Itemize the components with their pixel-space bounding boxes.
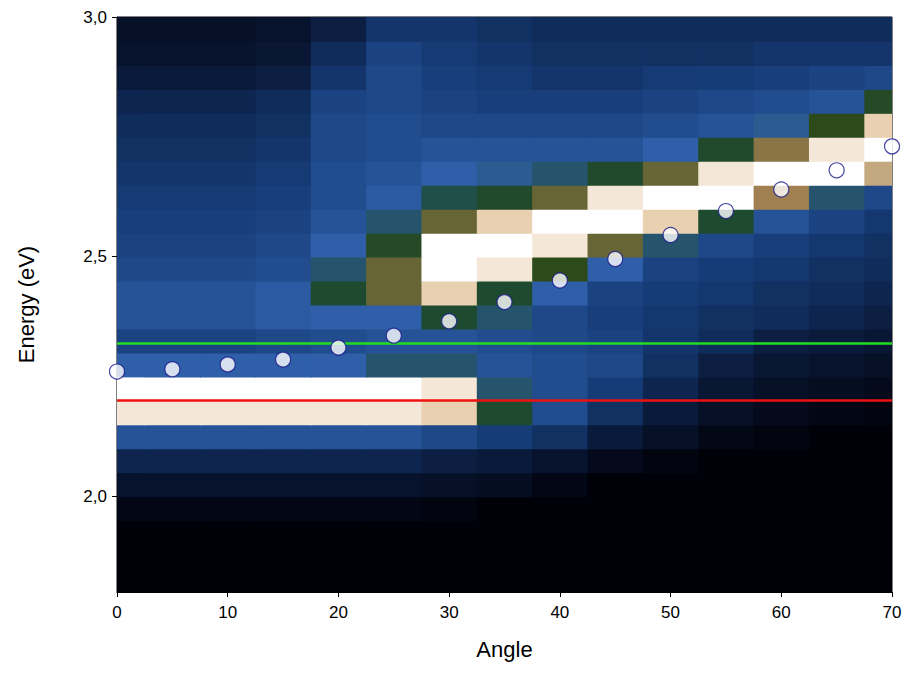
svg-text:Angle: Angle [476, 637, 532, 662]
svg-text:2,0: 2,0 [83, 487, 107, 506]
svg-text:0: 0 [112, 603, 121, 622]
svg-text:3,0: 3,0 [83, 8, 107, 27]
svg-text:10: 10 [218, 603, 237, 622]
svg-text:40: 40 [550, 603, 569, 622]
svg-text:2,5: 2,5 [83, 247, 107, 266]
svg-text:60: 60 [772, 603, 791, 622]
svg-text:30: 30 [440, 603, 459, 622]
svg-text:50: 50 [661, 603, 680, 622]
svg-text:20: 20 [329, 603, 348, 622]
svg-text:Energy (eV): Energy (eV) [14, 246, 39, 363]
svg-text:70: 70 [883, 603, 902, 622]
